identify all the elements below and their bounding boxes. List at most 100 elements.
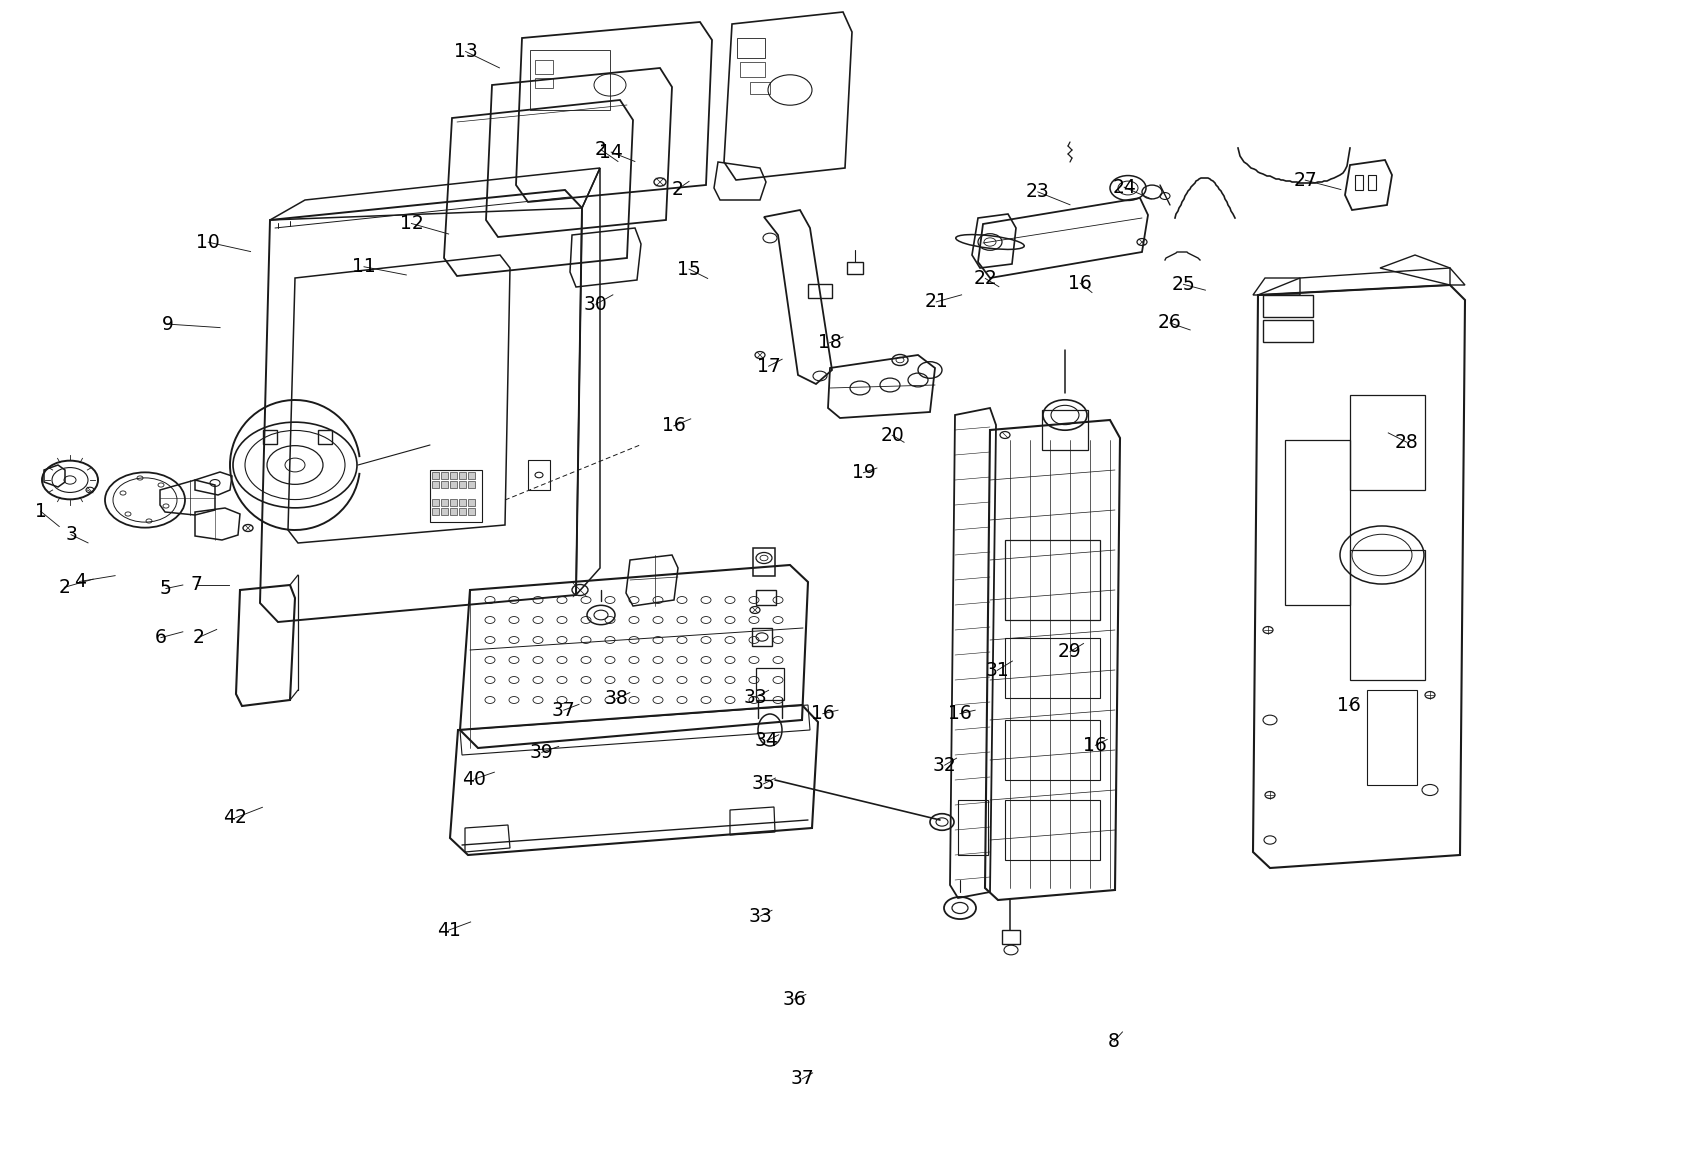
Bar [1263, 295, 1314, 317]
Bar [757, 590, 775, 605]
Bar [753, 548, 775, 576]
Text: 16: 16 [811, 704, 835, 723]
Text: 23: 23 [1026, 183, 1050, 201]
Bar [467, 472, 476, 479]
Bar [740, 62, 765, 77]
Bar [535, 60, 554, 74]
Text: 5: 5 [159, 579, 173, 598]
Text: 37: 37 [791, 1069, 814, 1088]
Bar [1006, 800, 1100, 860]
Bar [1349, 395, 1426, 490]
Bar [1006, 638, 1100, 698]
Bar [808, 284, 831, 298]
Text: 2: 2 [594, 140, 608, 159]
Text: 34: 34 [755, 731, 779, 750]
Bar [736, 37, 765, 58]
Bar [450, 498, 457, 505]
Bar [467, 508, 476, 515]
Text: 38: 38 [604, 689, 628, 708]
Bar [757, 668, 784, 700]
Bar [459, 472, 466, 479]
Bar [1002, 930, 1019, 944]
Bar [846, 262, 863, 274]
Text: 41: 41 [437, 921, 460, 940]
Bar [1006, 541, 1100, 620]
Bar [450, 508, 457, 515]
Bar [262, 431, 278, 443]
Text: 2: 2 [58, 578, 71, 597]
Text: 27: 27 [1293, 171, 1317, 190]
Bar [1366, 690, 1417, 785]
Text: 4: 4 [73, 572, 86, 591]
Text: 33: 33 [748, 907, 772, 925]
Text: 20: 20 [880, 426, 904, 445]
Bar [440, 472, 449, 479]
Text: 30: 30 [584, 295, 608, 314]
Text: 17: 17 [757, 357, 780, 376]
Text: 16: 16 [1068, 274, 1092, 292]
Bar [750, 82, 770, 94]
Bar [528, 460, 550, 490]
Text: 40: 40 [462, 770, 486, 789]
Bar [432, 508, 438, 515]
Bar [432, 481, 438, 488]
Text: 26: 26 [1158, 314, 1182, 332]
Text: 39: 39 [530, 743, 554, 762]
Text: 42: 42 [223, 808, 247, 827]
Text: 36: 36 [782, 990, 806, 1009]
Text: 3: 3 [64, 525, 78, 544]
Bar [459, 481, 466, 488]
Bar [1368, 176, 1376, 190]
Bar [1041, 410, 1089, 450]
Text: 29: 29 [1058, 642, 1082, 661]
Text: 18: 18 [818, 333, 841, 352]
Text: 1: 1 [34, 502, 47, 521]
Text: 19: 19 [852, 463, 875, 482]
Text: 7: 7 [190, 576, 203, 594]
Bar [958, 800, 989, 855]
Bar [1349, 550, 1426, 680]
Text: 16: 16 [1337, 696, 1361, 715]
Text: 21: 21 [924, 292, 948, 311]
Bar [432, 498, 438, 505]
Bar [459, 498, 466, 505]
Text: 13: 13 [454, 42, 477, 61]
Text: 25: 25 [1172, 275, 1195, 294]
Text: 2: 2 [670, 180, 684, 199]
Text: 35: 35 [752, 775, 775, 793]
Text: 11: 11 [352, 257, 376, 276]
Text: 16: 16 [948, 704, 972, 723]
Bar [432, 472, 438, 479]
Text: 9: 9 [161, 315, 174, 333]
Text: 24: 24 [1112, 178, 1136, 197]
Bar [450, 481, 457, 488]
Text: 31: 31 [985, 661, 1009, 680]
Bar [459, 508, 466, 515]
Bar [1263, 321, 1314, 342]
Text: 15: 15 [677, 260, 701, 278]
Bar [450, 472, 457, 479]
Text: 33: 33 [743, 688, 767, 707]
Bar [1285, 440, 1349, 605]
Text: 10: 10 [196, 233, 220, 252]
Text: 32: 32 [933, 756, 957, 775]
Bar [1006, 720, 1100, 780]
Bar [318, 431, 332, 443]
Text: 16: 16 [1084, 736, 1107, 755]
Text: 8: 8 [1107, 1032, 1121, 1051]
Bar [430, 470, 483, 522]
Bar [530, 50, 609, 110]
Bar [1354, 176, 1363, 190]
Text: 14: 14 [599, 143, 623, 161]
Text: 6: 6 [154, 628, 168, 647]
Bar [440, 481, 449, 488]
Bar [752, 628, 772, 646]
Bar [535, 78, 554, 88]
Bar [440, 508, 449, 515]
Text: 16: 16 [662, 417, 686, 435]
Bar [467, 498, 476, 505]
Text: 28: 28 [1395, 433, 1419, 452]
Text: 22: 22 [973, 269, 997, 288]
Bar [467, 481, 476, 488]
Text: 2: 2 [191, 628, 205, 647]
